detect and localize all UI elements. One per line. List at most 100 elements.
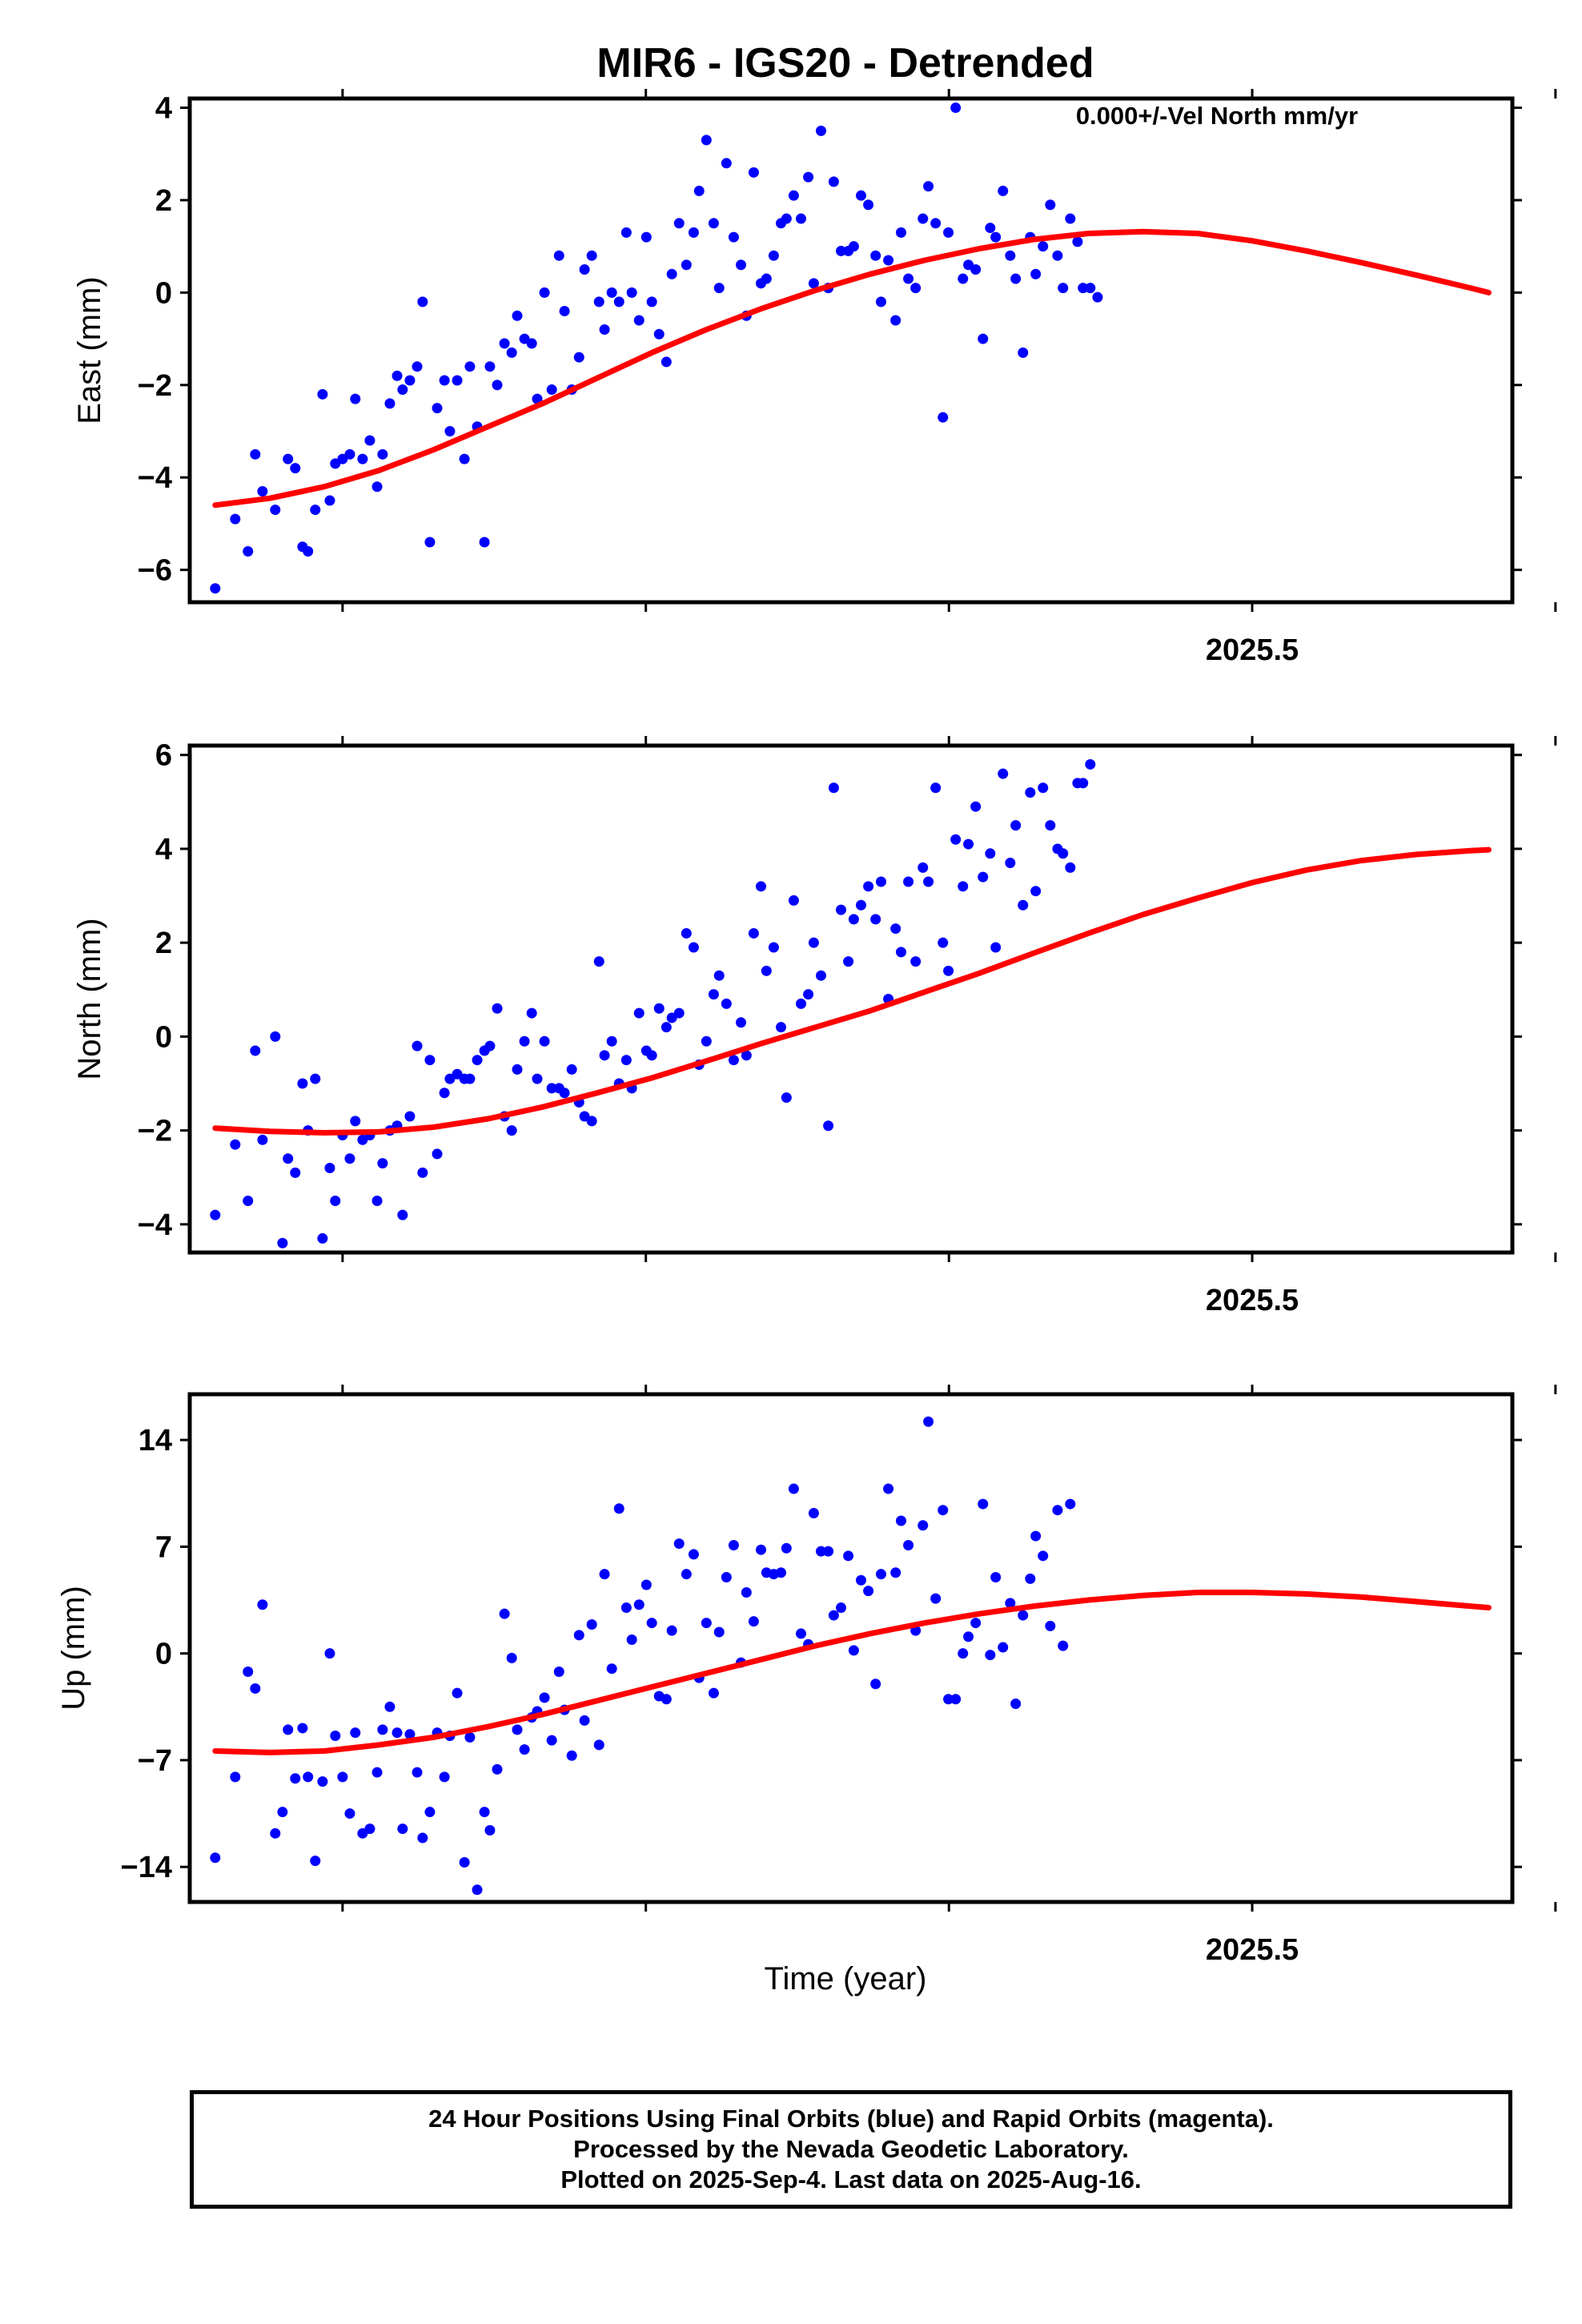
data-point (324, 495, 335, 506)
data-point (788, 895, 799, 906)
data-point (863, 1586, 874, 1597)
data-point (620, 1055, 632, 1066)
data-point (324, 1163, 335, 1173)
data-point (464, 1073, 476, 1084)
data-point (310, 1856, 321, 1867)
data-point (1025, 787, 1036, 798)
data-point (1058, 848, 1069, 859)
data-point (688, 942, 699, 953)
data-point (788, 1483, 799, 1494)
data-point (586, 250, 597, 261)
data-point (803, 171, 814, 183)
data-point (1030, 268, 1042, 279)
x-tick-label: 2025.5 (1206, 1933, 1299, 1967)
data-point (708, 218, 719, 229)
data-point (492, 1763, 503, 1775)
data-point (553, 1667, 564, 1678)
plot-frame (187, 743, 1515, 1255)
data-point (958, 273, 969, 284)
data-point (484, 1825, 496, 1836)
caption-box: 24 Hour Positions Using Final Orbits (bl… (190, 2090, 1512, 2209)
data-point (923, 876, 934, 887)
data-point (666, 268, 677, 279)
data-point (666, 1625, 677, 1636)
data-point (512, 1063, 523, 1075)
data-point (895, 227, 906, 238)
panel-3: −14 −7 0 7 14 2025.5 Up (mm) (56, 1385, 1557, 1967)
data-point (1038, 782, 1049, 794)
y-tick-label: −6 (138, 554, 172, 588)
data-point (756, 881, 767, 892)
data-point (985, 1650, 996, 1661)
data-point (708, 1687, 719, 1699)
data-point (397, 384, 408, 396)
plot-frame (187, 1392, 1515, 1904)
data-point (633, 1599, 644, 1610)
data-point (464, 361, 476, 372)
data-point (613, 296, 624, 308)
data-point (1085, 758, 1096, 770)
data-point (1030, 886, 1042, 897)
data-point (444, 425, 456, 436)
data-point (803, 989, 814, 1000)
data-point (890, 923, 901, 935)
plot-area (210, 103, 1492, 594)
data-point (417, 296, 428, 308)
data-point (748, 167, 759, 178)
data-point (828, 176, 839, 187)
data-point (693, 185, 705, 196)
data-point (357, 453, 368, 464)
data-point (870, 250, 881, 261)
data-point (748, 927, 759, 939)
data-point (970, 801, 982, 812)
data-point (506, 1652, 517, 1663)
data-point (350, 1116, 361, 1127)
data-point (875, 876, 886, 887)
data-point (439, 375, 450, 386)
data-point (938, 412, 949, 423)
data-point (653, 1003, 665, 1014)
data-point (573, 352, 584, 363)
data-point (479, 1807, 490, 1818)
data-point (863, 881, 874, 892)
data-point (270, 1827, 281, 1839)
data-point (910, 956, 921, 967)
data-point (210, 1852, 221, 1864)
data-point (283, 1724, 294, 1735)
data-point (290, 1773, 301, 1784)
data-point (270, 505, 281, 516)
data-point (943, 965, 954, 976)
data-point (701, 135, 712, 146)
data-point (816, 125, 827, 136)
data-point (796, 1628, 807, 1639)
data-point (681, 927, 692, 939)
data-point (526, 338, 537, 349)
data-point (828, 1610, 839, 1621)
data-point (404, 1729, 416, 1740)
data-point (950, 103, 962, 114)
data-point (546, 1735, 557, 1746)
data-point (559, 1088, 570, 1099)
data-point (917, 213, 929, 224)
data-point (788, 190, 799, 201)
data-point (599, 1569, 610, 1580)
data-point (1005, 250, 1016, 261)
data-point (823, 1120, 834, 1132)
data-point (626, 1634, 637, 1646)
data-point (424, 1055, 436, 1066)
data-point (412, 361, 423, 372)
data-point (870, 914, 881, 925)
data-point (728, 231, 739, 243)
data-point (417, 1832, 428, 1844)
data-point (472, 1055, 483, 1066)
data-point (796, 213, 807, 224)
data-point (472, 1884, 483, 1896)
data-point (930, 782, 942, 794)
data-point (397, 1209, 408, 1220)
data-point (661, 1694, 672, 1705)
data-point (303, 1771, 314, 1783)
data-point (970, 1618, 982, 1629)
data-point (250, 448, 261, 460)
data-point (958, 1648, 969, 1659)
